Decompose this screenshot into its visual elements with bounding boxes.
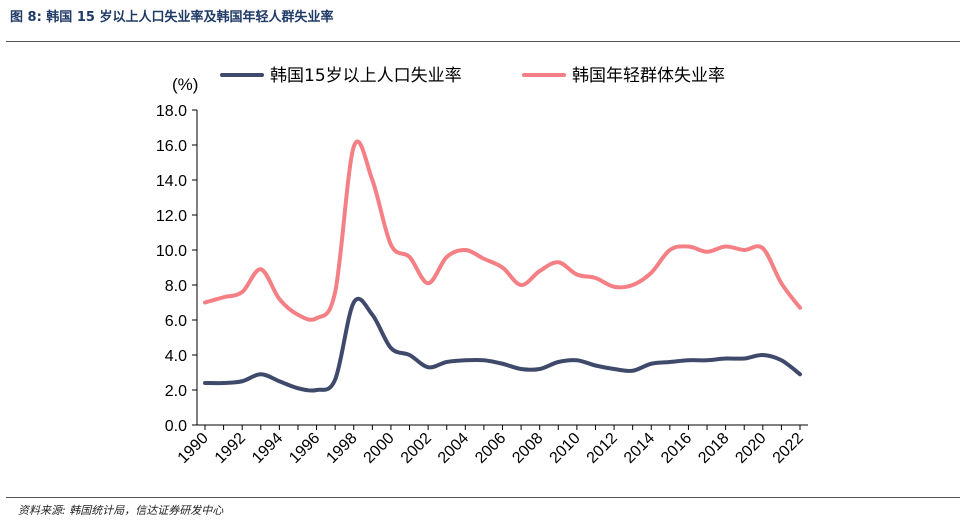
x-tick-label: 2022	[770, 430, 807, 467]
series-line-total-unemployment	[203, 296, 802, 393]
y-tick-label: 2.0	[165, 383, 187, 400]
y-tick-label: 12.0	[156, 208, 187, 225]
x-tick-label: 2004	[435, 430, 472, 467]
figure-source: 资料来源: 韩国统计局，信达证券研发中心	[18, 504, 224, 517]
x-tick-label: 2018	[695, 430, 732, 467]
x-tick-label: 2006	[472, 430, 509, 467]
bottom-divider	[6, 497, 960, 498]
chart-series	[203, 139, 802, 393]
x-tick-label: 2010	[547, 430, 584, 467]
y-tick-label: 10.0	[156, 243, 187, 260]
x-tick-label: 2012	[584, 430, 621, 467]
x-tick-label: 1998	[323, 430, 360, 467]
y-tick-label: 0.0	[165, 418, 187, 435]
y-tick-label: 16.0	[156, 138, 187, 155]
x-tick-label: 2020	[732, 430, 769, 467]
top-divider	[6, 41, 960, 42]
x-tick-label: 1990	[175, 430, 212, 467]
legend-label: 韩国年轻群体失业率	[572, 66, 725, 86]
x-tick-label: 2008	[509, 430, 546, 467]
chart-axes: 0.0 2.0 4.0 6.0 8.0 10.0 12.0 14.0 16.0 18.0 (%) 19…	[156, 75, 808, 467]
chart-legend: 韩国15岁以上人口失业率 韩国年轻群体失业率	[220, 66, 725, 86]
y-tick-label: 8.0	[165, 278, 187, 295]
x-tick-label: 2002	[398, 430, 435, 467]
x-tick-label: 1994	[249, 430, 286, 467]
x-tick-label: 2014	[621, 430, 658, 467]
y-tick-label: 14.0	[156, 173, 187, 190]
y-tick-label: 4.0	[165, 348, 187, 365]
y-tick-label: 6.0	[165, 313, 187, 330]
x-tick-label: 1992	[212, 430, 249, 467]
x-tick-label: 2016	[658, 430, 695, 467]
x-tick-label: 1996	[286, 430, 323, 467]
series-line-youth-unemployment	[203, 139, 802, 322]
x-tick-label: 2000	[361, 430, 398, 467]
legend-label: 韩国15岁以上人口失业率	[270, 66, 462, 86]
y-axis-unit: (%)	[172, 75, 198, 94]
figure-title: 图 8: 韩国 15 岁以上人口失业率及韩国年轻人群失业率	[10, 10, 334, 25]
y-tick-label: 18.0	[156, 103, 187, 120]
